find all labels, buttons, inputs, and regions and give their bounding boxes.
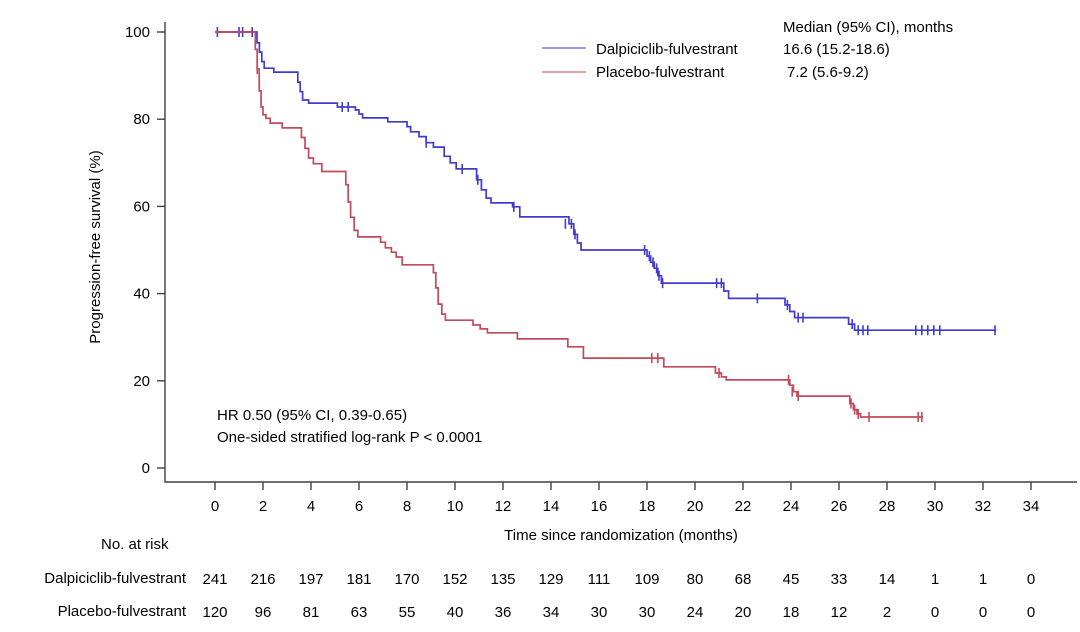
risk-count: 1 [931,571,939,588]
x-tick-label: 22 [735,498,752,515]
censor-marks-dalpiciclib [216,27,996,336]
y-tick-label: 20 [133,373,150,390]
axis-frame [164,22,1077,483]
risk-count: 111 [588,571,611,588]
x-tick-label: 32 [975,498,992,515]
risk-count: 152 [442,571,467,588]
risk-count: 109 [634,571,659,588]
y-tick-labels: 0 20 40 60 80 100 [125,24,150,477]
x-tick-label: 18 [639,498,656,515]
x-tick-label: 16 [591,498,608,515]
x-tick-label: 14 [543,498,560,515]
risk-count: 96 [255,604,272,621]
logrank-annotation: One-sided stratified log-rank P < 0.0001 [217,429,483,446]
risk-count: 0 [1027,604,1035,621]
risk-count: 216 [250,571,275,588]
median-value-dalpiciclib: 16.6 (15.2-18.6) [783,41,890,58]
risk-count: 197 [298,571,323,588]
risk-count: 14 [879,571,896,588]
y-tick-label: 40 [133,286,150,303]
median-value-placebo: 7.2 (5.6-9.2) [787,64,869,81]
risk-count: 63 [351,604,368,621]
risk-count: 18 [783,604,800,621]
x-tick-label: 0 [211,498,219,515]
legend-swatch-placebo-line [542,71,586,73]
risk-count: 12 [831,604,848,621]
risk-count: 20 [735,604,752,621]
no-at-risk-title: No. at risk [101,536,169,553]
risk-count: 0 [1027,571,1035,588]
x-tick-label: 12 [495,498,512,515]
km-curve-placebo [215,31,923,418]
risk-count: 30 [639,604,656,621]
x-tick-label: 30 [927,498,944,515]
risk-count: 0 [979,604,987,621]
x-tick-label: 26 [831,498,848,515]
x-tick-label: 4 [307,498,315,515]
risk-count: 241 [202,571,227,588]
risk-row-label-dalpiciclib: Dalpiciclib-fulvestrant [44,570,186,587]
legend-label-dalpiciclib: Dalpiciclib-fulvestrant [596,41,738,58]
x-tick-label: 2 [259,498,267,515]
x-tick-label: 24 [783,498,800,515]
hr-annotation: HR 0.50 (95% CI, 0.39-0.65) [217,407,408,424]
y-tick-label: 100 [125,24,150,41]
censor-marks-placebo [256,64,923,422]
risk-row-label-placebo: Placebo-fulvestrant [57,603,186,620]
y-tick-label: 80 [133,111,150,128]
x-tick-labels: 0 2 4 6 8 10 12 14 16 18 20 22 24 26 28 30 32 34 [211,498,1040,515]
x-tick-label: 6 [355,498,363,515]
risk-count: 80 [687,571,704,588]
y-tick-label: 60 [133,198,150,215]
risk-count: 81 [303,604,320,621]
legend-swatch-dalpiciclib-line [542,47,586,49]
risk-counts-row-dalpiciclib: 241 216 197 181 170 152 135 129 111 109 80 68 45 33 14… [202,571,1035,588]
risk-count: 68 [735,571,752,588]
x-tick-label: 8 [403,498,411,515]
legend-median-header: Median (95% CI), months [783,19,954,36]
risk-count: 45 [783,571,800,588]
risk-count: 135 [490,571,515,588]
x-axis-title: Time since randomization (months) [504,527,738,544]
y-axis-title: Progression-free survival (%) [87,150,104,344]
x-tick-label: 28 [879,498,896,515]
x-tick-label: 10 [447,498,464,515]
risk-count: 181 [346,571,371,588]
risk-count: 34 [543,604,560,621]
risk-count: 30 [591,604,608,621]
risk-count: 33 [831,571,848,588]
risk-count: 120 [202,604,227,621]
risk-counts-row-placebo: 120 96 81 63 55 40 36 34 30 30 24 20 18 12 2 0 0 0 [202,604,1035,621]
risk-count: 1 [979,571,987,588]
risk-count: 170 [394,571,419,588]
axes [157,22,1077,490]
risk-count: 55 [399,604,416,621]
risk-count: 36 [495,604,512,621]
risk-count: 2 [883,604,891,621]
risk-count: 40 [447,604,464,621]
x-tick-label: 34 [1023,498,1040,515]
km-curve-dalpiciclib [215,31,997,332]
risk-count: 24 [687,604,704,621]
x-tick-label: 20 [687,498,704,515]
legend-label-placebo: Placebo-fulvestrant [596,64,725,81]
risk-count: 129 [538,571,563,588]
y-tick-label: 0 [142,460,150,477]
risk-count: 0 [931,604,939,621]
